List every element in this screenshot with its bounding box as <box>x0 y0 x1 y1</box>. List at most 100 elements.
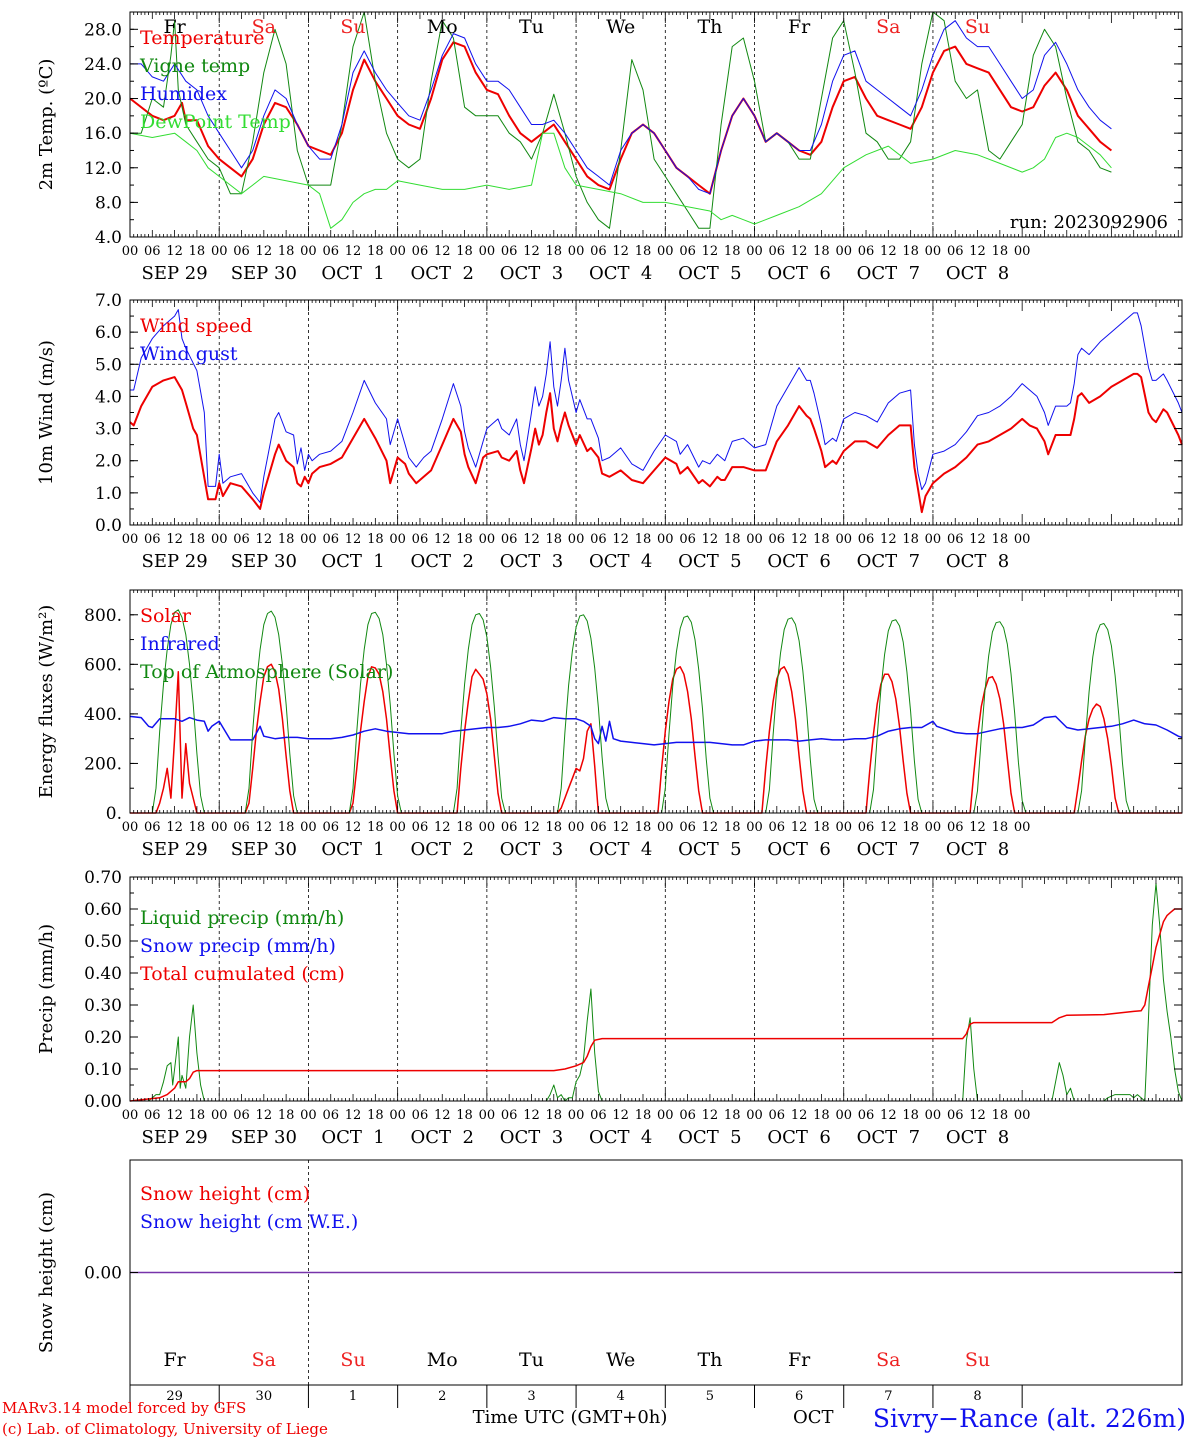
hour-tick-label: 00 <box>122 244 139 259</box>
hour-tick-label: 18 <box>367 1108 384 1123</box>
hour-tick-label: 00 <box>657 1108 674 1123</box>
hour-tick-label: 12 <box>256 244 273 259</box>
hour-tick-label: 06 <box>501 1108 518 1123</box>
panel-frame-temperature <box>129 11 1183 238</box>
hour-tick-label: 00 <box>568 1108 585 1123</box>
date-label: OCT 6 <box>767 839 830 860</box>
y-tick-label: 1.0 <box>95 484 122 504</box>
axes-layer <box>129 11 1183 1408</box>
hour-tick-label: 12 <box>434 244 451 259</box>
hour-tick-label: 00 <box>211 1108 228 1123</box>
legend-entry: Vigne temp <box>139 55 250 77</box>
hour-tick-label: 18 <box>724 244 741 259</box>
legend-entry: Humidex <box>140 83 227 105</box>
hour-tick-label: 12 <box>702 244 719 259</box>
hour-tick-label: 18 <box>635 244 652 259</box>
hour-tick-label: 18 <box>278 820 295 835</box>
series-line-wind-gust <box>130 309 1183 503</box>
hour-tick-label: 00 <box>835 1108 852 1123</box>
hour-tick-label: 06 <box>501 244 518 259</box>
hour-tick-label: 12 <box>969 244 986 259</box>
weekday-label: Th <box>697 16 722 38</box>
y-tick-label: 400. <box>84 705 122 725</box>
y-axis-label: Precip (mm/h) <box>36 924 57 1054</box>
hour-tick-label: 06 <box>590 1108 607 1123</box>
weekday-label: We <box>606 16 635 38</box>
hour-tick-label: 12 <box>612 532 629 547</box>
y-tick-label: 12.0 <box>84 159 122 179</box>
hour-tick-label: 00 <box>657 820 674 835</box>
date-label: SEP 30 <box>231 551 297 572</box>
hour-tick-label: 00 <box>1014 532 1031 547</box>
series-line-total-cumulated-cm <box>129 908 1182 1102</box>
hour-tick-label: 12 <box>791 244 808 259</box>
day-number-label: 6 <box>795 1389 803 1404</box>
hour-tick-label: 18 <box>546 532 563 547</box>
hour-tick-label: 00 <box>657 532 674 547</box>
hour-tick-label: 00 <box>925 820 942 835</box>
hour-tick-label: 18 <box>189 820 206 835</box>
weekday-label-bottom: Sa <box>252 1349 276 1371</box>
hour-tick-label: 00 <box>479 532 496 547</box>
hour-tick-label: 00 <box>479 1108 496 1123</box>
day-number-label: 5 <box>706 1389 714 1404</box>
y-axis-label: 2m Temp. (ºC) <box>36 59 57 191</box>
y-axis-label: Energy fluxes (W/m²) <box>36 605 57 799</box>
date-label: OCT 2 <box>411 1127 474 1148</box>
hour-tick-label: 06 <box>322 820 339 835</box>
date-label: OCT 4 <box>589 839 652 860</box>
weekday-label: Sa <box>876 16 900 38</box>
hour-tick-label: 00 <box>122 1108 139 1123</box>
hour-tick-label: 00 <box>300 532 317 547</box>
hour-tick-label: 12 <box>434 532 451 547</box>
date-label: SEP 30 <box>231 839 297 860</box>
hour-tick-label: 12 <box>702 1108 719 1123</box>
hour-tick-label: 18 <box>902 244 919 259</box>
hour-tick-label: 06 <box>233 532 250 547</box>
hour-tick-label: 12 <box>880 244 897 259</box>
day-number-label: 4 <box>617 1389 625 1404</box>
date-label: OCT 2 <box>411 839 474 860</box>
day-number-label: 7 <box>884 1389 892 1404</box>
hour-tick-label: 18 <box>813 1108 830 1123</box>
date-label: OCT 1 <box>321 551 384 572</box>
day-number-label: 29 <box>166 1389 183 1404</box>
date-label: OCT 6 <box>767 1127 830 1148</box>
hour-tick-label: 12 <box>166 1108 183 1123</box>
date-label: OCT 6 <box>767 263 830 284</box>
y-tick-label: 4.0 <box>95 228 122 248</box>
hour-tick-label: 12 <box>702 532 719 547</box>
date-label: OCT 7 <box>857 263 920 284</box>
hour-tick-label: 06 <box>858 244 875 259</box>
date-label: OCT 8 <box>946 1127 1009 1148</box>
hour-tick-label: 06 <box>322 532 339 547</box>
hour-tick-label: 12 <box>702 820 719 835</box>
weekday-label: Su <box>965 16 990 38</box>
hour-tick-label: 12 <box>166 244 183 259</box>
hour-tick-label: 06 <box>769 820 786 835</box>
date-label: SEP 29 <box>141 1127 207 1148</box>
hour-tick-label: 18 <box>278 532 295 547</box>
weekday-label: Su <box>340 16 365 38</box>
hour-tick-label: 12 <box>791 820 808 835</box>
y-tick-label: 7.0 <box>95 291 122 311</box>
hour-tick-label: 06 <box>947 820 964 835</box>
series-line-solar <box>130 663 1182 814</box>
hour-tick-label: 18 <box>992 820 1009 835</box>
date-label: OCT 5 <box>678 839 741 860</box>
hour-tick-label: 00 <box>657 244 674 259</box>
y-tick-label: 20.0 <box>84 90 122 110</box>
hour-tick-label: 06 <box>233 244 250 259</box>
credit-line-2: (c) Lab. of Climatology, University of L… <box>2 1420 328 1438</box>
hour-tick-label: 12 <box>880 820 897 835</box>
y-tick-label: 0.00 <box>84 1092 122 1112</box>
hour-tick-label: 12 <box>523 244 540 259</box>
legend-entry: Snow precip (mm/h) <box>140 935 336 957</box>
y-tick-label: 0.00 <box>84 1264 122 1284</box>
hour-tick-label: 06 <box>947 532 964 547</box>
hour-tick-label: 12 <box>256 820 273 835</box>
hour-tick-label: 06 <box>590 244 607 259</box>
weekday-label: Fr <box>788 16 811 38</box>
panel-frame-energy <box>129 589 1183 814</box>
